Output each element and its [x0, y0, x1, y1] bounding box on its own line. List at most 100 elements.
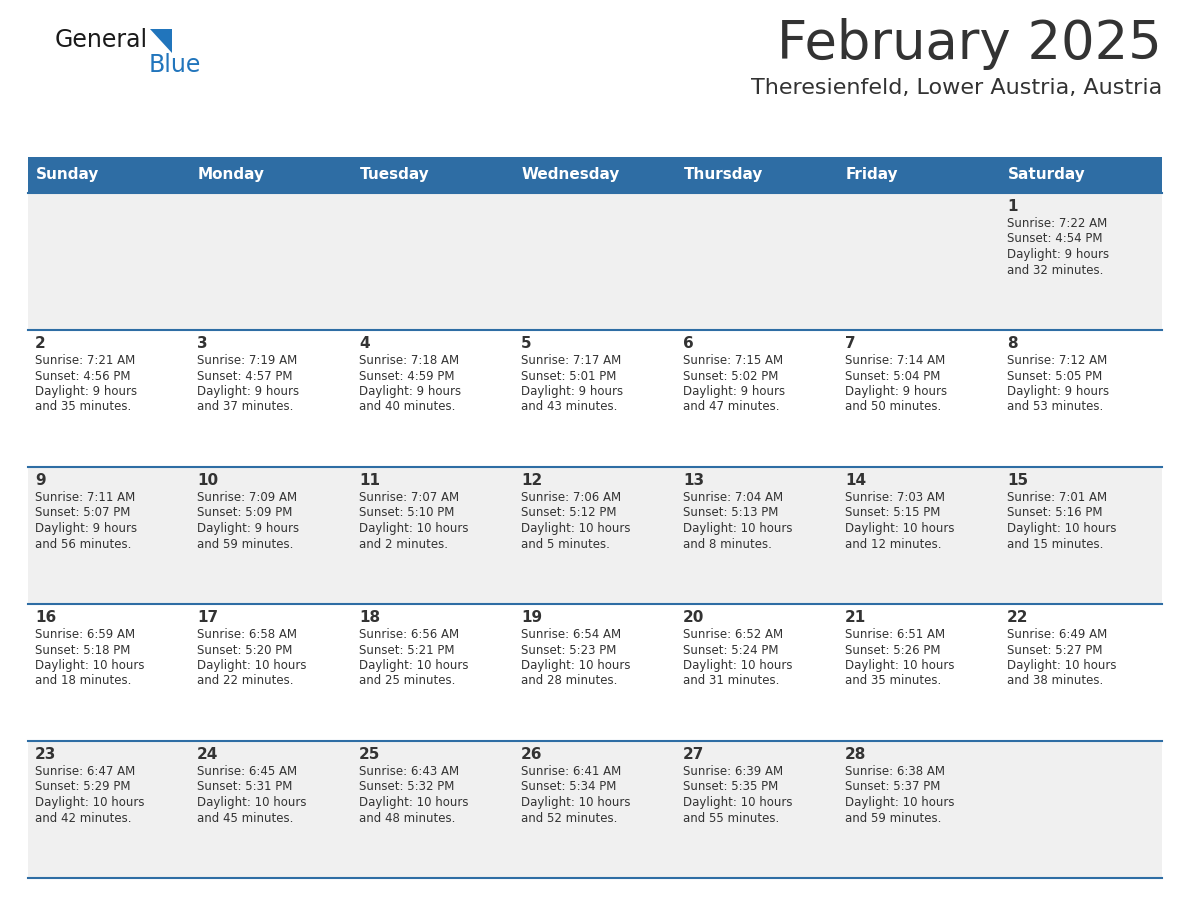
Bar [838, 193, 1000, 330]
Text: Friday: Friday [846, 167, 898, 183]
Bar [1000, 157, 1162, 193]
Text: 21: 21 [845, 610, 866, 625]
Text: 15: 15 [1007, 473, 1028, 488]
Text: Sunrise: 7:03 AM: Sunrise: 7:03 AM [845, 491, 944, 504]
Bar [514, 330, 676, 467]
Bar [676, 193, 838, 330]
Text: Sunset: 4:54 PM: Sunset: 4:54 PM [1007, 232, 1102, 245]
Bar [352, 467, 514, 604]
Bar [514, 157, 676, 193]
Text: and 32 minutes.: and 32 minutes. [1007, 263, 1104, 276]
Text: Sunset: 5:01 PM: Sunset: 5:01 PM [522, 370, 617, 383]
Text: Sunrise: 6:43 AM: Sunrise: 6:43 AM [359, 765, 459, 778]
Text: 26: 26 [522, 747, 543, 762]
Text: and 53 minutes.: and 53 minutes. [1007, 400, 1104, 413]
Text: Daylight: 9 hours: Daylight: 9 hours [197, 385, 299, 398]
Text: Sunday: Sunday [36, 167, 100, 183]
Text: and 35 minutes.: and 35 minutes. [34, 400, 131, 413]
Text: 27: 27 [683, 747, 704, 762]
Text: Daylight: 10 hours: Daylight: 10 hours [683, 659, 792, 672]
Text: Theresienfeld, Lower Austria, Austria: Theresienfeld, Lower Austria, Austria [751, 78, 1162, 98]
Text: 5: 5 [522, 336, 531, 351]
Text: Sunrise: 7:11 AM: Sunrise: 7:11 AM [34, 491, 135, 504]
Text: and 2 minutes.: and 2 minutes. [359, 538, 448, 551]
Text: 7: 7 [845, 336, 855, 351]
Bar [190, 193, 352, 330]
Text: 25: 25 [359, 747, 380, 762]
Text: Sunrise: 6:52 AM: Sunrise: 6:52 AM [683, 628, 783, 641]
Text: Thursday: Thursday [684, 167, 764, 183]
Bar [29, 330, 190, 467]
Text: Daylight: 9 hours: Daylight: 9 hours [359, 385, 461, 398]
Text: and 55 minutes.: and 55 minutes. [683, 812, 779, 824]
Bar [676, 604, 838, 741]
Text: and 56 minutes.: and 56 minutes. [34, 538, 132, 551]
Text: Sunrise: 7:07 AM: Sunrise: 7:07 AM [359, 491, 459, 504]
Polygon shape [150, 29, 172, 53]
Bar [352, 604, 514, 741]
Bar [676, 741, 838, 878]
Text: Daylight: 9 hours: Daylight: 9 hours [845, 385, 947, 398]
Text: Sunset: 5:21 PM: Sunset: 5:21 PM [359, 644, 455, 656]
Text: and 22 minutes.: and 22 minutes. [197, 675, 293, 688]
Bar [676, 330, 838, 467]
Bar [514, 467, 676, 604]
Bar [352, 330, 514, 467]
Bar [190, 467, 352, 604]
Text: Sunset: 5:24 PM: Sunset: 5:24 PM [683, 644, 778, 656]
Bar [29, 467, 190, 604]
Bar [1000, 330, 1162, 467]
Text: Sunset: 5:26 PM: Sunset: 5:26 PM [845, 644, 941, 656]
Bar [190, 741, 352, 878]
Bar [1000, 604, 1162, 741]
Text: 1: 1 [1007, 199, 1017, 214]
Bar [838, 741, 1000, 878]
Text: Sunrise: 7:22 AM: Sunrise: 7:22 AM [1007, 217, 1107, 230]
Text: Sunrise: 6:51 AM: Sunrise: 6:51 AM [845, 628, 946, 641]
Bar [514, 193, 676, 330]
Text: 14: 14 [845, 473, 866, 488]
Text: Sunrise: 7:12 AM: Sunrise: 7:12 AM [1007, 354, 1107, 367]
Text: Daylight: 10 hours: Daylight: 10 hours [197, 796, 307, 809]
Text: 2: 2 [34, 336, 46, 351]
Text: and 40 minutes.: and 40 minutes. [359, 400, 455, 413]
Text: Daylight: 9 hours: Daylight: 9 hours [683, 385, 785, 398]
Bar [190, 157, 352, 193]
Bar [1000, 741, 1162, 878]
Text: Sunrise: 7:04 AM: Sunrise: 7:04 AM [683, 491, 783, 504]
Text: Daylight: 10 hours: Daylight: 10 hours [359, 659, 468, 672]
Bar [352, 157, 514, 193]
Text: and 47 minutes.: and 47 minutes. [683, 400, 779, 413]
Text: Sunrise: 6:41 AM: Sunrise: 6:41 AM [522, 765, 621, 778]
Text: 6: 6 [683, 336, 694, 351]
Text: Daylight: 9 hours: Daylight: 9 hours [34, 522, 137, 535]
Text: Sunrise: 6:47 AM: Sunrise: 6:47 AM [34, 765, 135, 778]
Text: and 42 minutes.: and 42 minutes. [34, 812, 132, 824]
Text: and 48 minutes.: and 48 minutes. [359, 812, 455, 824]
Text: and 12 minutes.: and 12 minutes. [845, 538, 942, 551]
Text: 12: 12 [522, 473, 542, 488]
Text: Daylight: 10 hours: Daylight: 10 hours [359, 522, 468, 535]
Bar [838, 604, 1000, 741]
Text: 24: 24 [197, 747, 219, 762]
Text: Sunrise: 6:56 AM: Sunrise: 6:56 AM [359, 628, 459, 641]
Text: Sunset: 5:31 PM: Sunset: 5:31 PM [197, 780, 292, 793]
Text: Daylight: 9 hours: Daylight: 9 hours [1007, 248, 1110, 261]
Text: Sunset: 5:20 PM: Sunset: 5:20 PM [197, 644, 292, 656]
Text: 9: 9 [34, 473, 45, 488]
Text: Sunset: 5:07 PM: Sunset: 5:07 PM [34, 507, 131, 520]
Text: Sunset: 5:18 PM: Sunset: 5:18 PM [34, 644, 131, 656]
Text: Daylight: 10 hours: Daylight: 10 hours [1007, 522, 1117, 535]
Text: and 45 minutes.: and 45 minutes. [197, 812, 293, 824]
Bar [352, 193, 514, 330]
Bar [838, 467, 1000, 604]
Text: 3: 3 [197, 336, 208, 351]
Text: Sunrise: 6:45 AM: Sunrise: 6:45 AM [197, 765, 297, 778]
Text: Daylight: 9 hours: Daylight: 9 hours [197, 522, 299, 535]
Text: Daylight: 10 hours: Daylight: 10 hours [197, 659, 307, 672]
Text: and 5 minutes.: and 5 minutes. [522, 538, 609, 551]
Text: Daylight: 10 hours: Daylight: 10 hours [522, 796, 631, 809]
Text: Sunset: 4:59 PM: Sunset: 4:59 PM [359, 370, 455, 383]
Bar [352, 741, 514, 878]
Bar [29, 157, 190, 193]
